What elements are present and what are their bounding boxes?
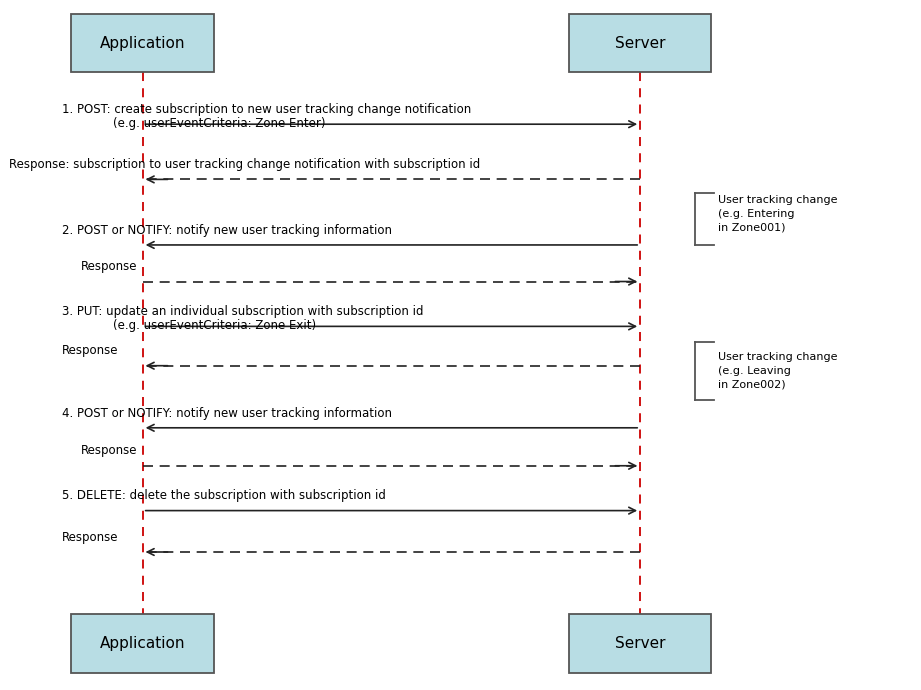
Text: Response: Response (63, 344, 119, 357)
Text: User tracking change
(e.g. Entering
in Zone001): User tracking change (e.g. Entering in Z… (718, 195, 838, 233)
FancyBboxPatch shape (72, 614, 214, 673)
Text: Server: Server (615, 36, 665, 50)
Text: Application: Application (100, 36, 185, 50)
Text: (e.g. userEventCriteria: Zone Exit): (e.g. userEventCriteria: Zone Exit) (112, 319, 316, 332)
Text: (e.g. userEventCriteria: Zone Enter): (e.g. userEventCriteria: Zone Enter) (112, 117, 325, 130)
Text: 3. PUT: update an individual subscription with subscription id: 3. PUT: update an individual subscriptio… (63, 305, 424, 318)
FancyBboxPatch shape (72, 14, 214, 72)
Text: 5. DELETE: delete the subscription with subscription id: 5. DELETE: delete the subscription with … (63, 489, 386, 502)
Text: 4. POST or NOTIFY: notify new user tracking information: 4. POST or NOTIFY: notify new user track… (63, 406, 392, 420)
Text: Response: Response (81, 260, 137, 273)
FancyBboxPatch shape (568, 614, 711, 673)
Text: Server: Server (615, 636, 665, 651)
Text: User tracking change
(e.g. Leaving
in Zone002): User tracking change (e.g. Leaving in Zo… (718, 351, 838, 390)
Text: Response: subscription to user tracking change notification with subscription id: Response: subscription to user tracking … (9, 158, 481, 171)
Text: Response: Response (63, 531, 119, 544)
Text: Response: Response (81, 444, 137, 457)
Text: 2. POST or NOTIFY: notify new user tracking information: 2. POST or NOTIFY: notify new user track… (63, 224, 392, 237)
FancyBboxPatch shape (568, 14, 711, 72)
Text: 1. POST: create subscription to new user tracking change notification: 1. POST: create subscription to new user… (63, 103, 472, 116)
Text: Application: Application (100, 636, 185, 651)
